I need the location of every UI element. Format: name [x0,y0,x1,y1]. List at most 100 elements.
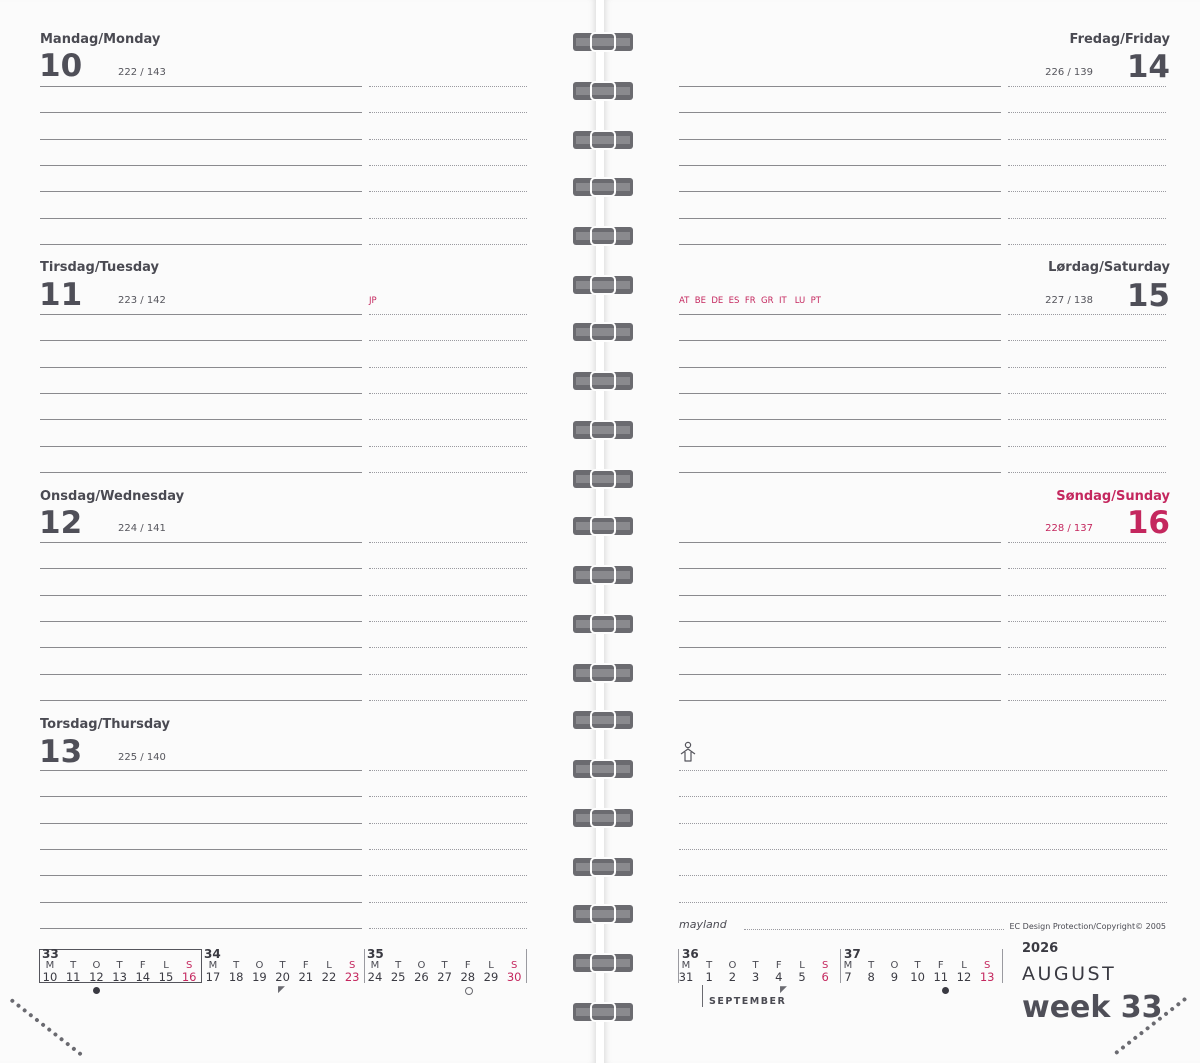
left-page: Mandag/Monday 10 222 / 143 Tirsdag/Tuesd… [0,0,596,1063]
dotted-line [369,621,527,622]
dotted-line [679,796,1167,797]
ruled-line [40,112,362,113]
dotted-line [369,568,527,569]
weekday-letter: T [868,960,875,971]
calendar-date: 20 [275,970,290,984]
ruled-line [679,244,1001,245]
spiral-ring [573,759,633,779]
spiral-ring [573,32,633,52]
day-name-saturday: Lørdag/Saturday [1048,260,1170,275]
day-name-sunday: Søndag/Sunday [1056,489,1170,504]
dotted-line [369,472,527,473]
weekday-letter: O [417,960,426,971]
week-separator [678,949,679,983]
dotted-line [1008,165,1166,166]
weekday-letter: L [488,960,494,971]
calendar-date: 31 [678,970,694,984]
spiral-ring [573,516,633,536]
calendar-date: 14 [135,970,151,984]
spiral-ring [573,81,633,101]
year-label: 2026 [1022,941,1059,956]
day-name-wednesday: Onsdag/Wednesday [40,489,185,504]
weekday-letter: M [208,960,218,971]
weekday-letter: M [681,960,691,971]
dotted-line [1008,446,1166,447]
weekday-letter: O [890,960,899,971]
weekday-letter: O [92,960,101,971]
ruled-line [40,621,362,622]
new-moon-icon [942,987,949,994]
dotted-line [369,139,527,140]
quarter-moon-icon: ◤ [780,985,787,995]
brand-logo: mayland [679,918,727,931]
spiral-ring [573,808,633,828]
weekday-letter: L [326,960,332,971]
dotted-line [369,393,527,394]
dotted-line [369,902,527,903]
weekday-letter: L [799,960,805,971]
ruled-line [679,621,1001,622]
dotted-line [369,446,527,447]
calendar-date: 28 [460,970,476,984]
dotted-line [1008,419,1166,420]
dotted-line [369,770,527,771]
dotted-line [369,647,527,648]
calendar-date: 19 [252,970,267,984]
day-number-friday: 14 [1126,49,1170,85]
holiday-countries-saturday: AT BE DE ES FR GR IT LU PT [679,296,822,306]
day-number-wednesday: 12 [39,505,83,541]
current-week-box [39,949,202,983]
ruled-line [679,700,1001,701]
spiral-ring [573,1002,633,1022]
dotted-line [679,875,1167,876]
ruled-line [679,674,1001,675]
week-separator [840,949,841,983]
spiral-ring [573,177,633,197]
calendar-date: 18 [228,970,244,984]
weekday-letter: O [255,960,264,971]
calendar-date: 24 [367,970,383,984]
ruled-line [679,165,1001,166]
spiral-ring [573,857,633,877]
dotted-line [1008,367,1166,368]
dotted-line [369,165,527,166]
weekday-letter: T [116,960,123,971]
calendar-date: 13 [112,970,127,984]
spiral-ring [573,710,633,730]
dotted-line [1008,139,1166,140]
calendar-date: 15 [158,970,174,984]
spiral-ring [573,275,633,295]
weekday-letter: S [511,960,518,971]
dotted-line [369,542,527,543]
calendar-date: 17 [205,970,221,984]
dotted-line [369,112,527,113]
dotted-line [369,700,527,701]
ruled-line [679,472,1001,473]
calendar-date: 8 [867,970,875,984]
ruled-line [40,928,362,929]
calendar-date: 9 [890,970,899,984]
ruled-line [40,472,362,473]
dotted-line [369,314,527,315]
ruled-line [40,314,362,315]
day-of-year-friday: 226 / 139 [1045,67,1093,78]
ruled-line [40,218,362,219]
day-number-sunday: 16 [1126,505,1170,541]
spiral-ring [573,663,633,683]
dotted-line [369,849,527,850]
day-of-year-wednesday: 224 / 141 [118,523,166,534]
month-label: AUGUST [1022,963,1117,985]
ruled-line [679,218,1001,219]
ruled-line [40,165,362,166]
calendar-date: 23 [344,970,360,984]
spiral-ring [573,904,633,924]
ruled-line [679,595,1001,596]
calendar-date: 22 [321,970,337,984]
ruled-line [679,191,1001,192]
ruled-line [679,419,1001,420]
calendar-date: 4 [775,970,783,984]
calendar-date: 6 [821,970,829,984]
dotted-line [1008,314,1166,315]
day-name-tuesday: Tirsdag/Tuesday [40,260,160,275]
weekday-letter: T [395,960,402,971]
